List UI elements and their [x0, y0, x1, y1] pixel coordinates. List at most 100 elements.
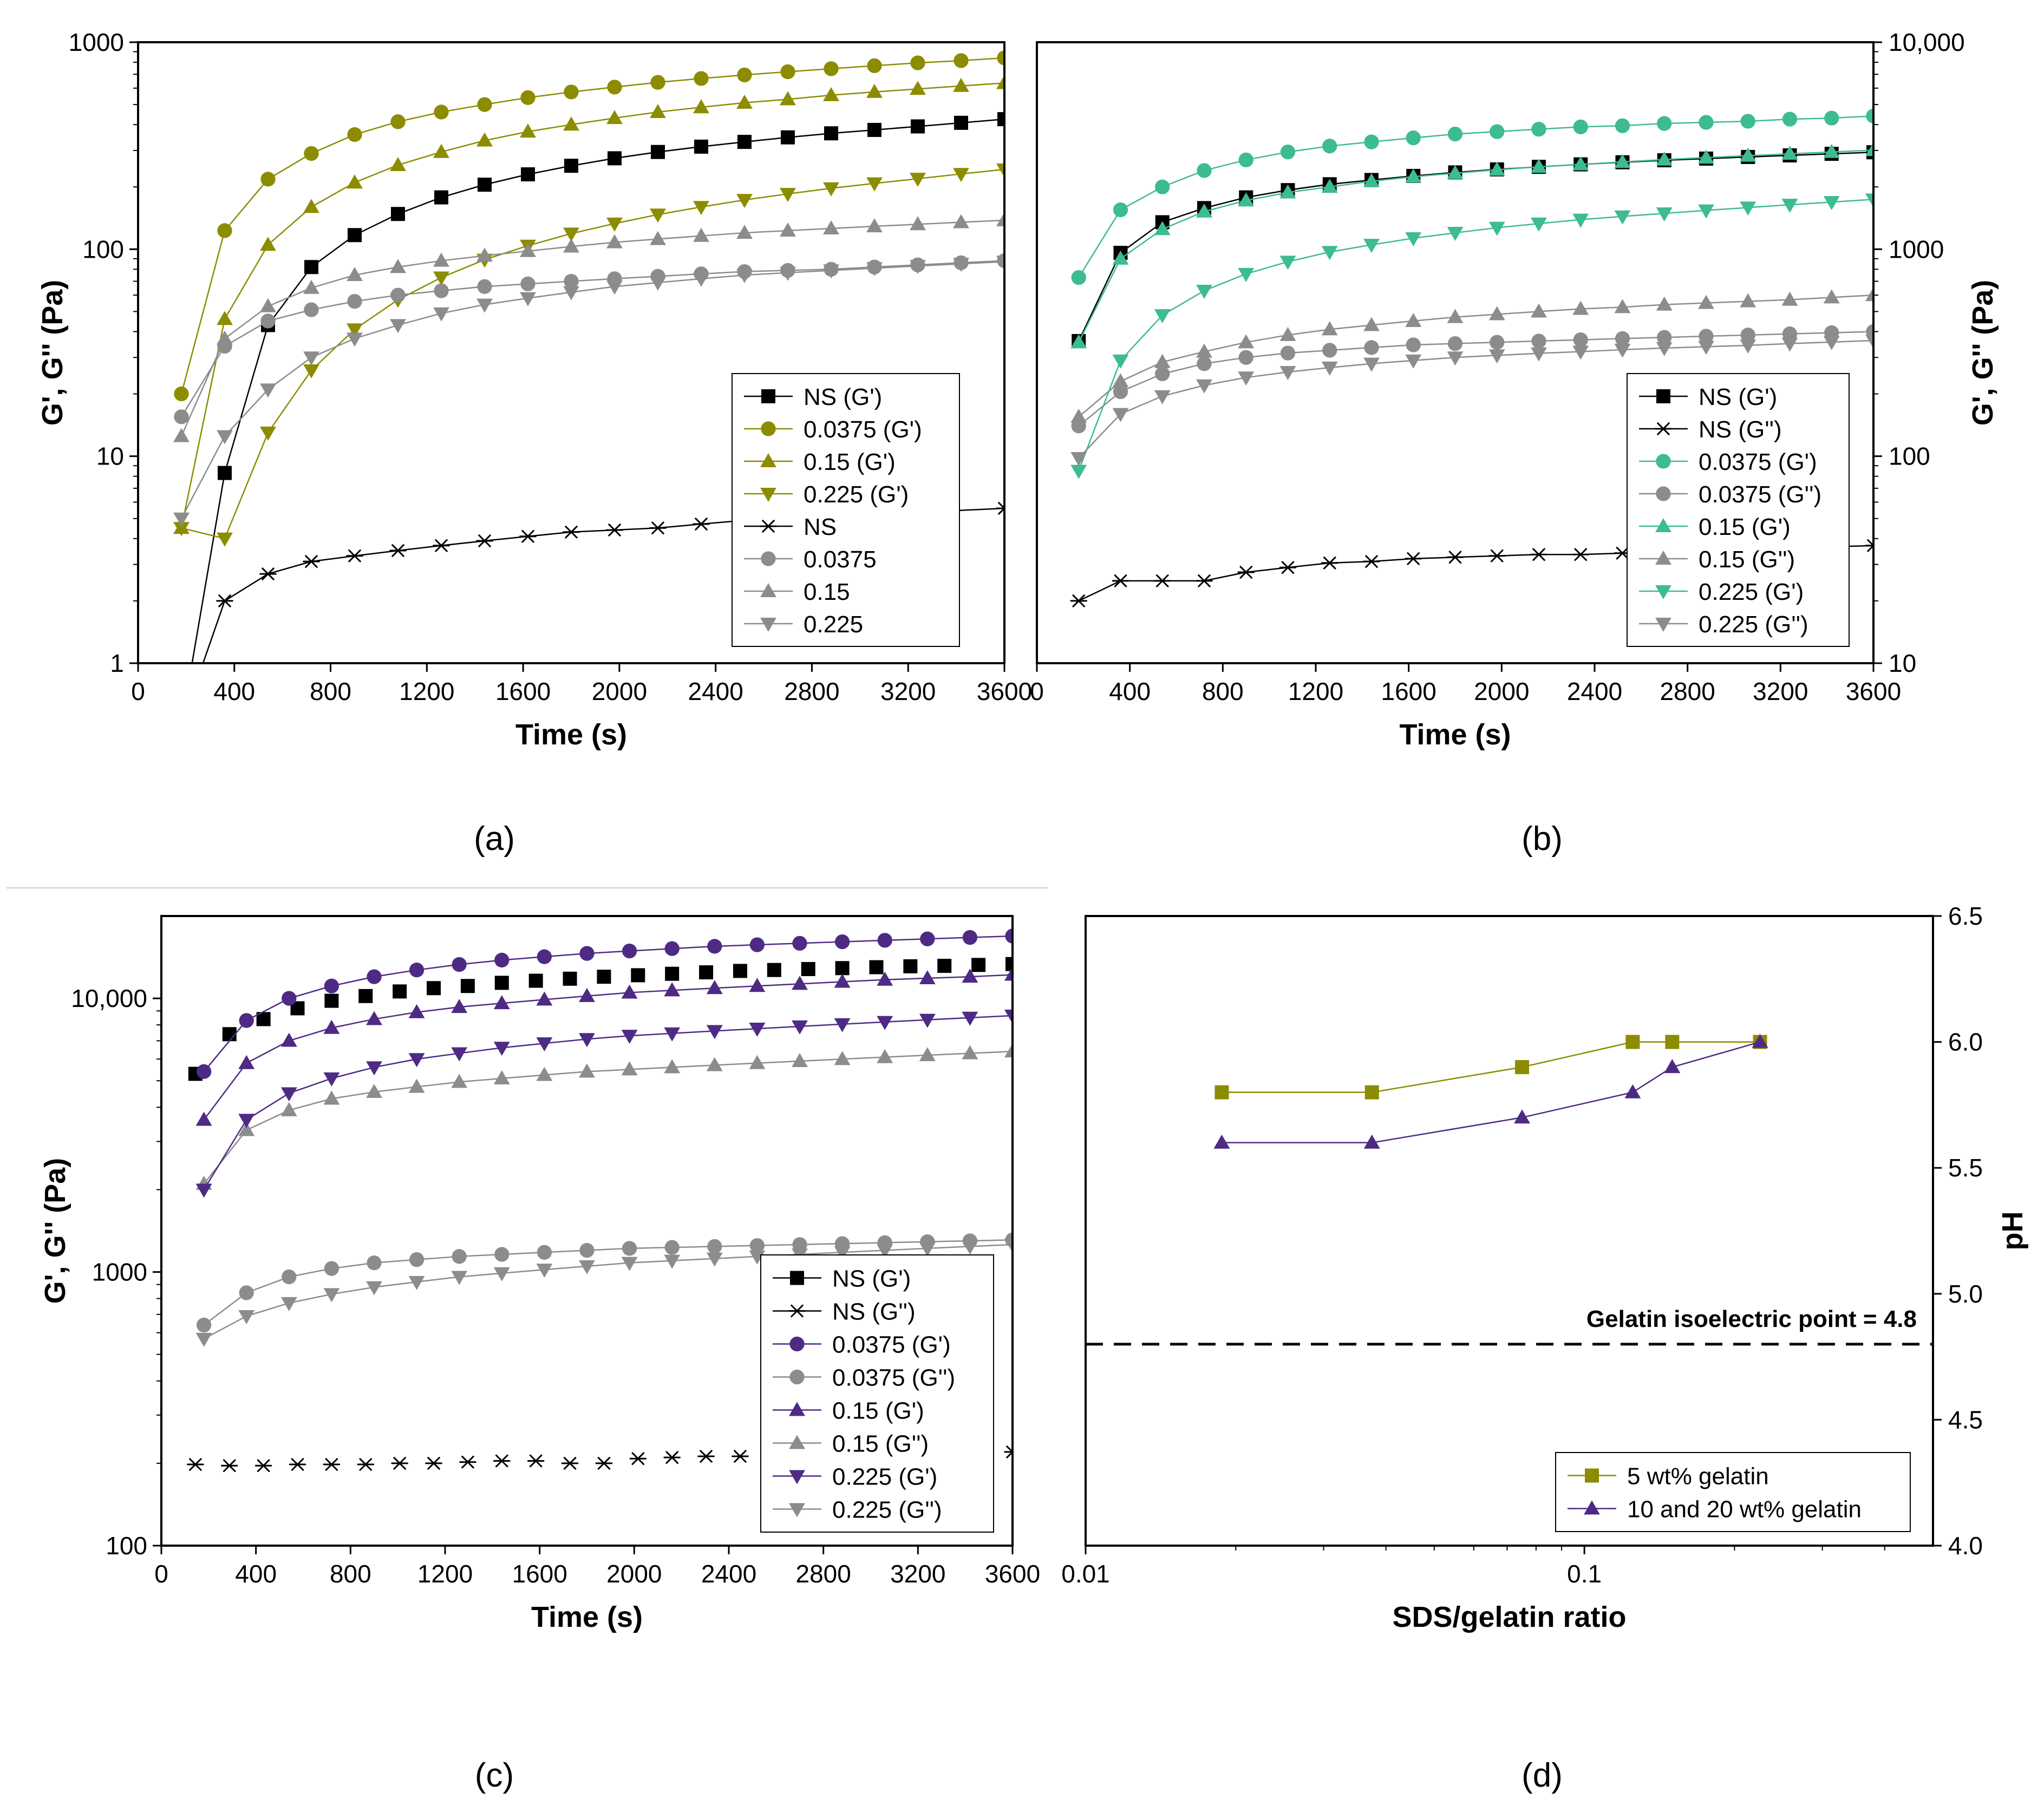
data-point: [282, 991, 297, 1006]
data-point: [1279, 366, 1296, 381]
y-axis-label: pH: [1996, 1212, 2029, 1251]
data-point: [919, 970, 936, 984]
data-point: [997, 112, 1004, 127]
data-point: [173, 512, 190, 527]
panel-caption: (d): [1521, 1757, 1563, 1794]
legend-label: 0.225 (G'): [1699, 579, 1804, 605]
legend-item: 0.15 (G'): [744, 449, 896, 475]
asterisk-stroke: [176, 720, 187, 731]
data-point: [622, 1241, 637, 1256]
legend-marker: [760, 453, 776, 468]
legend: NS (G') NS (G'') 0.0375 (G') 0.0375 (G'') 0.…: [760, 1254, 994, 1533]
data-point: [174, 409, 189, 424]
series-ns-g: [187, 1445, 1013, 1473]
data-point: [1740, 201, 1756, 216]
legend-marker: [790, 1271, 804, 1285]
series-line: [1078, 152, 1873, 342]
legend-marker: [1585, 1468, 1599, 1483]
data-point: [303, 351, 319, 366]
data-point: [996, 256, 1004, 270]
asterisk-stroke: [998, 502, 1004, 510]
data-point: [452, 957, 467, 972]
data-point: [706, 980, 723, 995]
data-point: [1490, 124, 1505, 139]
data-point: [1740, 147, 1756, 162]
data-point: [222, 1027, 237, 1042]
data-point: [260, 313, 276, 329]
asterisk-stroke: [478, 534, 491, 547]
legend-label: NS: [804, 514, 837, 540]
data-point: [478, 178, 492, 192]
data-point: [1405, 168, 1422, 183]
data-point: [220, 1459, 238, 1473]
data-point: [324, 993, 339, 1008]
y-tick-label: 1000: [92, 1258, 147, 1286]
data-point: [1573, 119, 1588, 134]
data-point: [664, 1059, 681, 1074]
data-point: [282, 1269, 297, 1285]
x-tick-label: 2000: [606, 1560, 662, 1588]
data-point: [699, 965, 714, 980]
data-point: [1405, 232, 1422, 246]
x-axis-label: Time (s): [531, 1601, 643, 1633]
data-point: [493, 1267, 510, 1281]
legend-marker: [1655, 617, 1671, 632]
data-point: [434, 283, 449, 298]
data-point: [1238, 192, 1255, 207]
data-point: [217, 430, 233, 444]
data-point: [694, 139, 708, 154]
data-point: [563, 526, 580, 539]
data-point: [346, 549, 363, 562]
asterisk-stroke: [1490, 549, 1504, 562]
data-point: [1154, 221, 1171, 236]
data-point: [217, 311, 233, 325]
asterisk-stroke: [1867, 539, 1873, 547]
data-point: [911, 119, 925, 134]
series-5-wt-gelatin: [1214, 1035, 1767, 1100]
plot-frame: [1036, 41, 1875, 664]
legend-marker: [789, 1369, 805, 1385]
data-point: [390, 259, 406, 273]
data-point: [867, 122, 881, 137]
legend-marker: [1655, 518, 1671, 533]
data-point: [1238, 334, 1255, 349]
data-point: [877, 933, 892, 948]
data-point: [347, 174, 363, 189]
legend-item: NS (G'): [1639, 384, 1777, 410]
data-point: [1154, 309, 1171, 324]
data-point: [1005, 957, 1013, 971]
data-point: [1488, 549, 1506, 562]
data-point: [1656, 296, 1673, 311]
legend-item: 0.15 (G'): [1639, 514, 1791, 540]
series-10-and-20-wt-gelatin: [1213, 1033, 1768, 1149]
data-point: [1698, 341, 1714, 355]
data-point: [1740, 339, 1756, 354]
series-line: [203, 974, 1013, 1121]
data-point: [304, 146, 319, 161]
data-point: [664, 941, 680, 956]
data-point: [238, 1310, 255, 1324]
legend: 5 wt% gelatin 10 and 20 wt% gelatin: [1555, 1452, 1911, 1532]
data-point: [953, 168, 969, 182]
asterisk-stroke: [1239, 566, 1253, 579]
data-point: [347, 323, 363, 338]
data-point: [996, 502, 1004, 515]
asterisk-stroke: [1574, 548, 1588, 561]
legend-box: [1555, 1452, 1911, 1532]
asterisk-stroke: [218, 594, 231, 607]
data-point: [606, 217, 623, 232]
data-point: [218, 466, 232, 480]
asterisk-stroke: [189, 1458, 202, 1471]
series-0-15-g: [173, 75, 1004, 534]
asterisk-stroke: [1448, 551, 1462, 564]
data-point: [1364, 134, 1379, 149]
data-point: [1531, 303, 1547, 318]
data-point: [749, 1238, 765, 1253]
data-point: [477, 97, 492, 112]
data-point: [706, 1025, 723, 1039]
data-point: [1781, 199, 1798, 213]
data-point: [606, 280, 623, 295]
series-0-225-g: [1070, 193, 1873, 479]
data-point: [1238, 371, 1255, 386]
asterisk-stroke: [608, 524, 621, 537]
